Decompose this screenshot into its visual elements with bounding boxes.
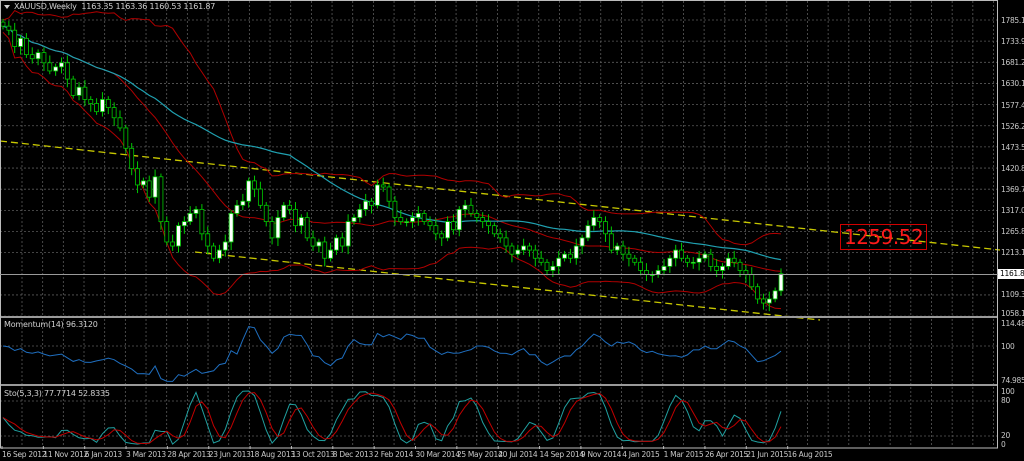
stoch-tick: 80 [1001,396,1010,405]
price-tick: 1213.15 [1001,248,1024,257]
date-tick: 16 Sep 2012 [2,450,47,459]
price-tick: 1369.70 [1001,185,1024,194]
price-tick: 1785.10 [1001,16,1024,25]
dropdown-triangle-icon[interactable] [4,4,10,9]
current-price-box: 1161.87 [998,269,1024,279]
grid-lines [0,1,997,449]
price-tick: 1109.30 [1001,290,1024,299]
candlesticks [0,18,784,312]
price-tick: 1058.15 [1001,309,1024,318]
date-tick: 18 Aug 2013 [250,450,295,459]
price-tick: 1630.10 [1001,79,1024,88]
date-tick: 3 Mar 2013 [126,450,166,459]
date-tick: 28 Apr 2013 [167,450,211,459]
date-tick: 8 Dec 2013 [332,450,373,459]
stoch-tick: 0 [1001,440,1006,449]
date-tick: 2 Feb 2014 [374,450,414,459]
trend-channel[interactable] [0,140,1001,321]
date-tick: 26 Apr 2015 [704,450,749,459]
date-tick: 13 Oct 2013 [291,450,335,459]
ohlc-values: 1163.35 1163.36 1160.53 1161.87 [81,2,216,11]
price-tick: 1733.95 [1001,37,1024,46]
momentum-label: Momentum(14) 96.3120 [4,320,98,329]
price-annotation-label[interactable]: 1259.52 [840,224,928,250]
stoch-label: Sto(5,3,3) 77.7714 52.8335 [4,389,110,398]
date-tick: 9 Nov 2014 [580,450,622,459]
date-tick: 25 May 2014 [456,450,503,459]
stoch-tick: 20 [1001,431,1010,440]
date-tick: 1 Mar 2015 [663,450,704,459]
price-tick: 1473.55 [1001,143,1024,152]
main-pane[interactable] [0,0,998,317]
date-tick: 23 Jun 2013 [208,450,251,459]
stoch-tick: 100 [1001,387,1015,396]
price-tick: 1681.25 [1001,58,1024,67]
price-tick: 1317.00 [1001,206,1024,215]
stochastic-lines [2,390,782,445]
symbol-label: XAUUSD,Weekly [14,2,77,11]
momentum-tick: 100 [1001,342,1015,351]
date-tick: 30 Mar 2014 [415,450,461,459]
symbol-header[interactable]: XAUUSD,Weekly 1163.35 1163.36 1160.53 11… [4,2,215,11]
price-tick: 1526.25 [1001,122,1024,131]
date-tick: 16 Aug 2015 [787,450,833,459]
date-tick: 21 Jun 2015 [746,450,789,459]
date-tick: 20 Jul 2014 [498,450,538,459]
date-tick: 14 Sep 2014 [539,450,585,459]
price-tick: 1420.85 [1001,164,1024,173]
momentum-tick: 74.9853 [1001,376,1024,385]
price-tick: 1577.40 [1001,101,1024,110]
momentum-tick: 114.4832 [1001,319,1024,328]
momentum-line [2,326,782,382]
date-tick: 11 Nov 2012 [43,450,89,459]
price-tick: 1265.85 [1001,227,1024,236]
date-tick: 6 Jan 2013 [84,450,123,459]
date-tick: 4 Jan 2015 [622,450,660,459]
